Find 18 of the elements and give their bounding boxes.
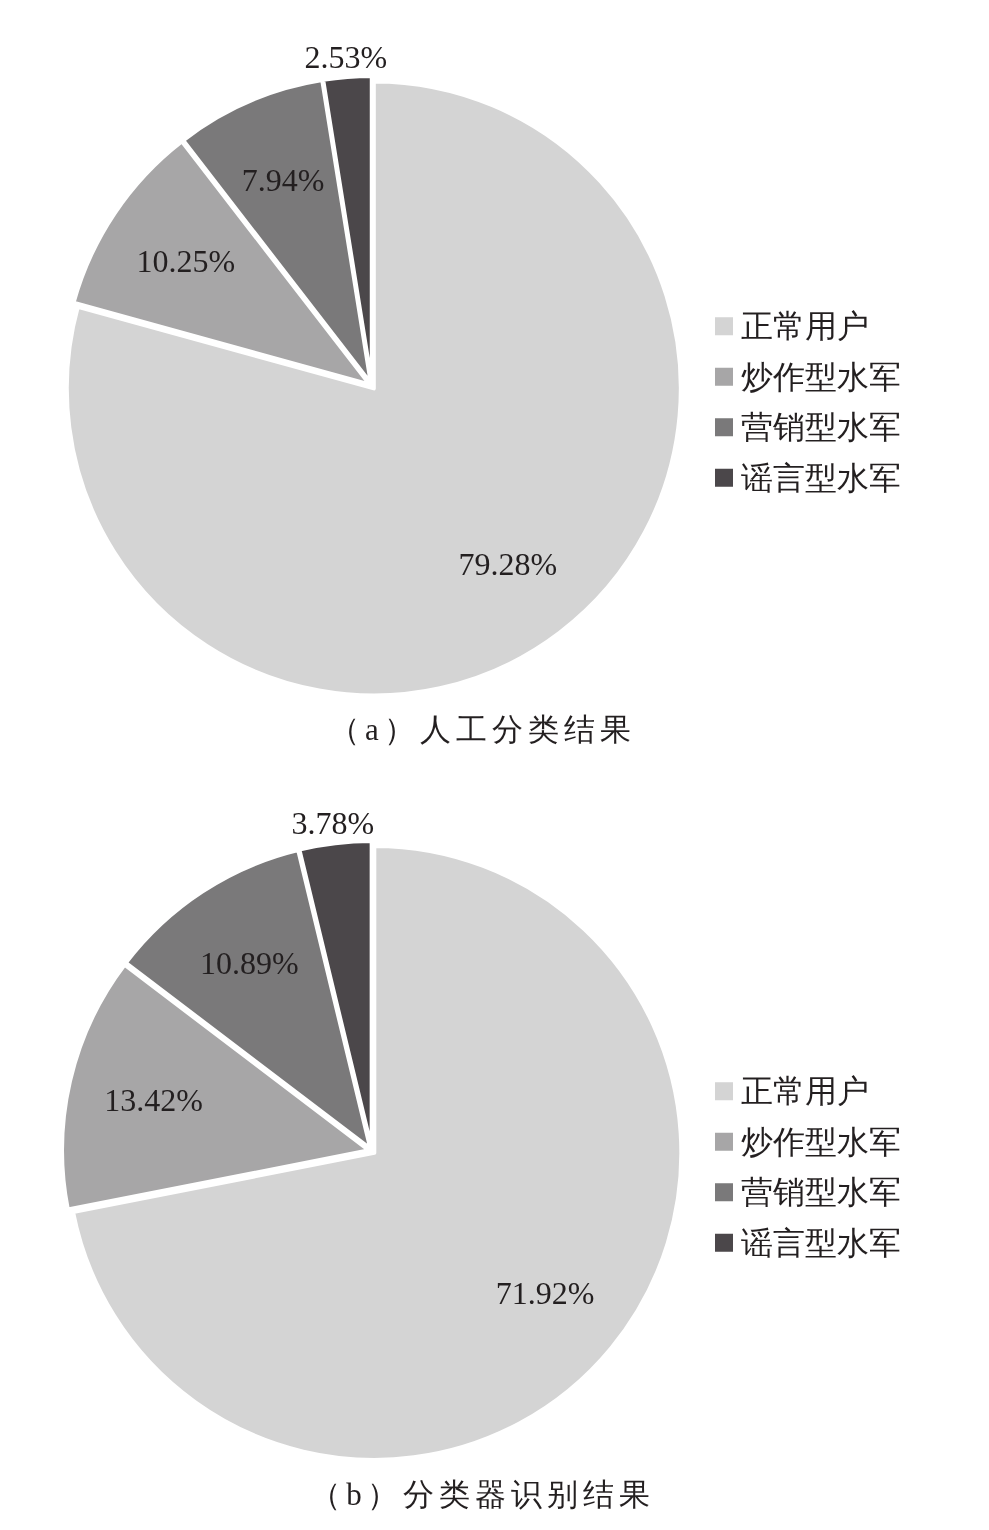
data-label: 71.92%: [495, 1275, 595, 1312]
data-label: 13.42%: [104, 1082, 203, 1119]
data-label: 10.89%: [199, 945, 299, 982]
legend-label: 炒作型水军: [741, 358, 901, 395]
legend-label: 炒作型水军: [741, 1123, 901, 1160]
data-label: 7.94%: [241, 162, 325, 199]
legend-label: 正常用户: [741, 308, 869, 345]
data-label: 2.53%: [304, 39, 388, 76]
legend-label: 谣言型水军: [741, 1224, 901, 1261]
text: （b）分类器识别结果: [310, 1476, 655, 1512]
legend-label: 营销型水军: [741, 1174, 901, 1211]
legend-label: 正常用户: [741, 1073, 869, 1110]
text: （a）人工分类结果: [329, 711, 636, 747]
legend-label: 谣言型水军: [741, 459, 901, 496]
data-label: 10.25%: [136, 243, 236, 280]
data-label: 3.78%: [291, 805, 375, 842]
legend-label: 营销型水军: [741, 409, 901, 446]
data-label: 79.28%: [458, 546, 558, 583]
